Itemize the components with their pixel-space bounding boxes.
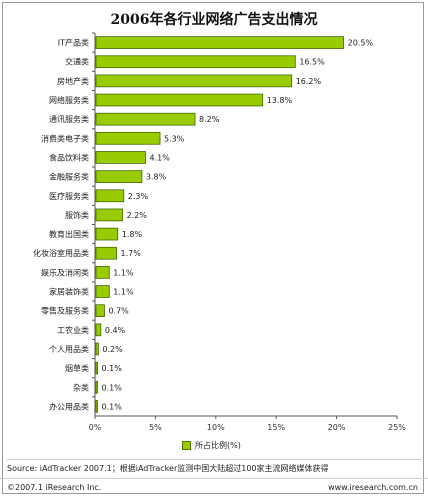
bar (95, 36, 345, 49)
data-label: 4.1% (150, 153, 171, 162)
source-note: Source: iAdTracker 2007.1；根据iAdTracker监测… (7, 459, 421, 474)
bar (95, 323, 102, 337)
chart-title: 2006年各行业网络广告支出情况 (110, 12, 318, 28)
category-label: 交通类 (65, 57, 89, 67)
category-label: 娱乐及消闲类 (41, 267, 89, 277)
bar (95, 93, 264, 107)
x-tick-label: 25% (388, 423, 406, 432)
footer: ©2007.1 iResearch Inc. www.iresearch.com… (0, 478, 428, 495)
website-link[interactable]: www.iresearch.com.cn (328, 483, 418, 492)
bar (95, 285, 110, 298)
category-label: 烟草类 (65, 363, 89, 373)
category-label: 零售及服务类 (41, 306, 89, 316)
bar (95, 304, 105, 318)
x-tick-label: 20% (328, 423, 346, 432)
bar (95, 170, 143, 183)
data-label: 5.3% (164, 134, 185, 143)
legend-label: 所占比例(%) (195, 441, 241, 450)
data-label: 1.1% (113, 268, 134, 277)
x-tick-label: 5% (149, 423, 162, 432)
data-label: 0.4% (105, 326, 126, 335)
data-label: 1.7% (121, 249, 142, 258)
category-label: 个人用品类 (49, 344, 89, 354)
data-label: 0.1% (102, 364, 123, 373)
bar (95, 266, 110, 279)
category-label: 食品饮料类 (49, 152, 89, 162)
category-label: 化妆浴室用品类 (33, 248, 89, 258)
bar (95, 208, 123, 222)
data-label: 0.7% (108, 307, 129, 316)
data-label: 0.1% (102, 383, 123, 392)
bar (95, 400, 98, 413)
data-label: 20.5% (348, 39, 374, 48)
bar (95, 246, 117, 260)
data-label: 13.8% (267, 96, 293, 105)
data-label: 1.8% (122, 230, 143, 239)
bar (95, 342, 99, 356)
data-label: 0.1% (102, 402, 123, 411)
bar (95, 361, 98, 375)
category-label: 通讯服务类 (49, 114, 89, 124)
category-label: 工农业类 (57, 325, 89, 335)
data-label: 2.3% (128, 192, 149, 201)
legend-swatch (182, 441, 191, 450)
bar (95, 55, 296, 69)
data-label: 2.2% (127, 211, 148, 220)
x-tick-label: 10% (207, 423, 225, 432)
category-label: 金融服务类 (49, 172, 89, 182)
category-label: 网络服务类 (49, 95, 89, 105)
data-label: 16.5% (299, 58, 325, 67)
category-label: 房地产类 (57, 76, 89, 86)
data-label: 3.8% (146, 173, 167, 182)
data-label: 0.2% (102, 345, 123, 354)
x-tick-label: 0% (89, 423, 102, 432)
bar (95, 112, 196, 126)
x-tick-label: 15% (267, 423, 285, 432)
bar (95, 189, 125, 203)
copyright-text: ©2007.1 iResearch Inc. (7, 483, 102, 492)
data-label: 1.1% (113, 288, 134, 297)
category-label: 杂类 (73, 382, 89, 392)
bar (95, 74, 293, 88)
category-label: 医疗服务类 (49, 191, 89, 201)
category-label: IT产品类 (58, 38, 89, 48)
legend: 所占比例(%) (182, 440, 241, 451)
category-label: 服饰类 (65, 210, 89, 220)
bar (95, 131, 161, 145)
bar (95, 380, 98, 394)
bar (95, 227, 119, 241)
category-label: 办公用品类 (49, 401, 89, 411)
data-label: 16.2% (296, 77, 322, 86)
data-label: 8.2% (199, 115, 220, 124)
chart-frame (2, 2, 424, 494)
category-label: 家居装饰类 (49, 287, 89, 297)
category-label: 教育出国类 (49, 229, 89, 239)
category-label: 消费类电子类 (41, 133, 89, 143)
bar (95, 151, 146, 164)
